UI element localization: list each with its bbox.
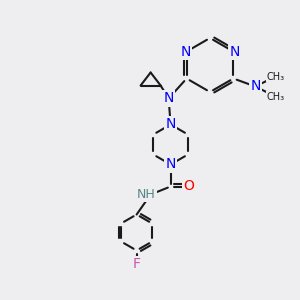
Text: O: O [183,179,194,194]
Text: N: N [165,158,176,172]
Text: CH₃: CH₃ [266,71,284,82]
Text: NH: NH [137,188,156,201]
Text: N: N [180,44,191,58]
Text: CH₃: CH₃ [266,92,284,101]
Text: F: F [133,257,141,272]
Text: N: N [229,44,240,58]
Text: N: N [250,80,261,94]
Text: N: N [165,118,176,131]
Text: N: N [164,92,174,106]
